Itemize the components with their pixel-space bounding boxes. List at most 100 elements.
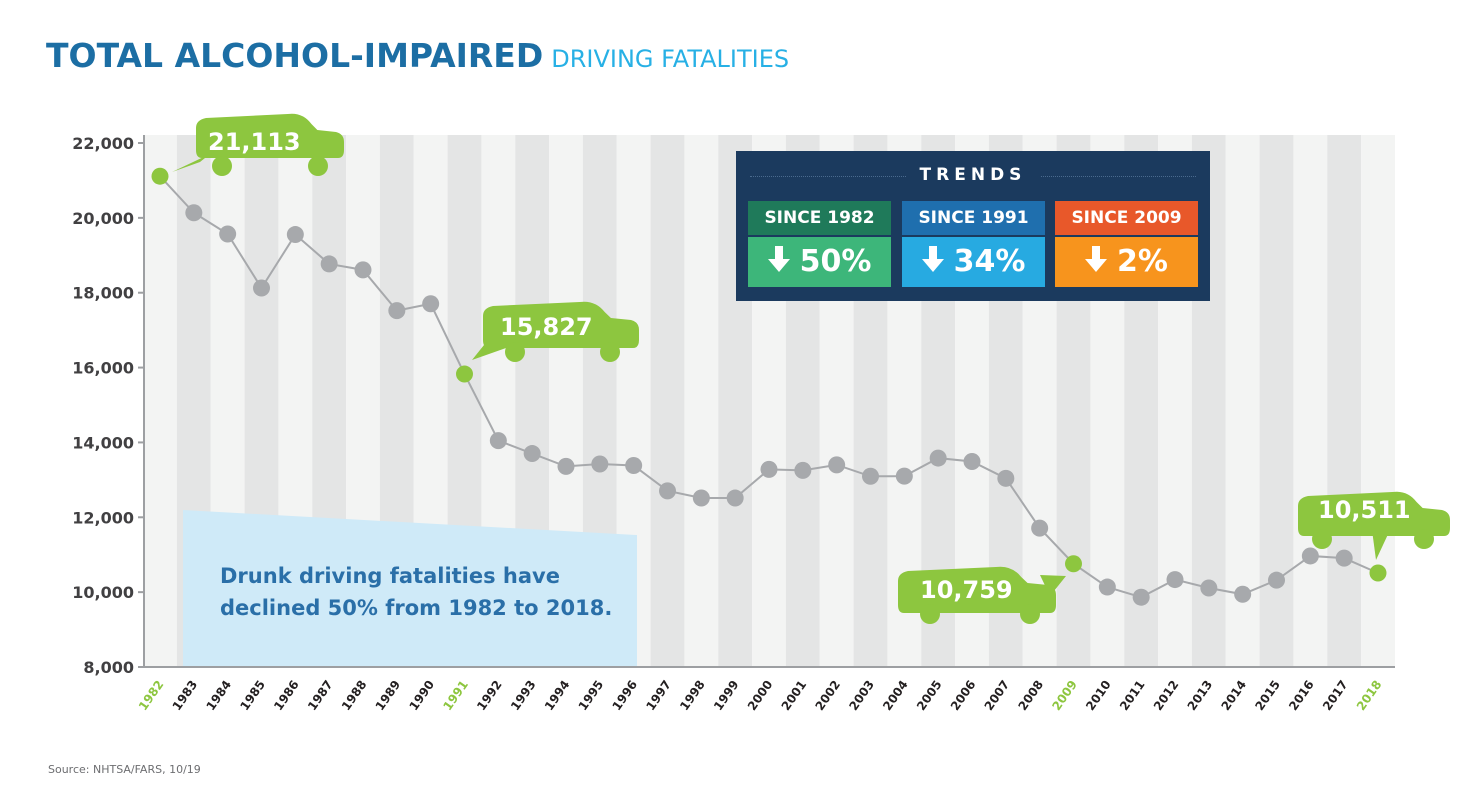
y-tick-label: 18,000 <box>72 284 134 303</box>
x-tick-label: 1983 <box>170 678 201 713</box>
car-icon <box>196 113 344 176</box>
x-tick-label: 1999 <box>711 678 742 713</box>
y-axis-ticks: 8,000 10,000 12,000 14,000 16,000 18,000 20,00… <box>72 134 144 677</box>
car-wheel <box>920 604 940 624</box>
callout-label: 15,827 <box>500 313 593 341</box>
data-point <box>1200 579 1218 597</box>
car-icon <box>898 566 1056 624</box>
x-tick-label: 2012 <box>1151 678 1182 713</box>
data-point <box>997 469 1015 487</box>
data-points <box>151 167 1387 606</box>
x-tick-label: 2006 <box>948 678 979 713</box>
x-tick-label: 1989 <box>373 678 404 713</box>
data-point <box>523 445 541 463</box>
y-tick-label: 22,000 <box>72 134 134 153</box>
note-panel <box>183 510 637 667</box>
data-point <box>151 167 169 185</box>
car-wheel <box>1312 529 1332 549</box>
year-stripe <box>1361 135 1395 667</box>
year-stripe <box>650 135 685 667</box>
year-stripe <box>1225 135 1260 667</box>
data-point <box>320 255 338 273</box>
x-tick-label: 2002 <box>812 678 843 713</box>
year-stripe <box>1327 135 1362 667</box>
car-wheel <box>308 156 328 176</box>
x-tick-label: 2017 <box>1320 678 1351 713</box>
x-tick-label: 1996 <box>609 678 640 713</box>
callout-2009: 10,759 <box>898 566 1066 624</box>
data-point <box>1098 578 1116 596</box>
year-stripe <box>684 135 719 667</box>
trend-label: SINCE 1991 <box>902 201 1045 235</box>
trend-value-box: 2% <box>1055 237 1198 287</box>
x-tick-label: 1995 <box>576 678 607 713</box>
title-sub: DRIVING FATALITIES <box>551 45 790 73</box>
x-tick-label: 1987 <box>305 678 336 713</box>
callout-label: 10,511 <box>1318 496 1411 524</box>
x-tick-label: 2016 <box>1286 678 1317 713</box>
car-body <box>483 301 639 348</box>
note-text: Drunk driving fatalities have declined 5… <box>220 560 612 624</box>
data-point <box>1335 549 1353 567</box>
data-point <box>354 261 372 279</box>
data-point <box>1234 585 1252 603</box>
x-axis-ticks: 1982 1983 1984 1985 1986 1987 1988 1989 1990 1991… <box>136 678 1385 713</box>
data-point <box>692 489 710 507</box>
x-tick-label: 2008 <box>1015 678 1046 713</box>
data-point <box>388 302 406 320</box>
car-body <box>196 113 344 158</box>
trend-since-1991: SINCE 1991 34% <box>902 201 1045 287</box>
x-tick-label: 2007 <box>982 678 1013 713</box>
data-point <box>895 467 913 485</box>
down-arrow-icon <box>767 238 790 288</box>
trend-value-box: 50% <box>748 237 891 287</box>
x-tick-label: 1993 <box>508 678 539 713</box>
data-point <box>1132 588 1150 606</box>
data-point <box>1369 564 1387 582</box>
car-icon <box>483 301 639 362</box>
trend-value: 50% <box>799 244 872 279</box>
data-point <box>456 365 473 383</box>
car-wheel <box>212 156 232 176</box>
trend-value-box: 34% <box>902 237 1045 287</box>
x-tick-label: 1991 <box>440 678 471 713</box>
car-icon <box>1298 491 1450 549</box>
down-arrow-icon <box>921 238 944 288</box>
data-point <box>591 455 609 473</box>
trend-value: 34% <box>953 244 1026 279</box>
callout-1991: 15,827 <box>472 301 639 362</box>
x-tick-label: 2015 <box>1252 678 1283 713</box>
year-stripe <box>144 135 177 667</box>
x-tick-label: 1992 <box>474 678 505 713</box>
x-tick-label: 2001 <box>779 678 810 713</box>
x-tick-label: 2013 <box>1185 678 1216 713</box>
data-point <box>489 432 507 450</box>
car-wheel <box>600 342 620 362</box>
data-point <box>1065 555 1082 573</box>
car-wheel <box>1414 529 1434 549</box>
trend-since-2009: SINCE 2009 2% <box>1055 201 1198 287</box>
data-point <box>1268 571 1285 589</box>
car-body <box>1298 491 1450 536</box>
x-tick-label: 1988 <box>339 678 370 713</box>
x-tick-label: 2005 <box>914 678 945 713</box>
callout-label: 21,113 <box>208 128 301 156</box>
trends-panel: TRENDS SINCE 1982 50% SINCE 1991 34% SIN… <box>736 151 1210 301</box>
x-tick-label: 1986 <box>271 678 302 713</box>
source-note: Source: NHTSA/FARS, 10/19 <box>48 763 201 776</box>
x-tick-label: 2014 <box>1218 678 1249 713</box>
y-tick-label: 20,000 <box>72 209 134 228</box>
data-point <box>929 449 947 467</box>
y-tick-label: 8,000 <box>83 658 134 677</box>
callout-1982: 21,113 <box>172 113 344 176</box>
note-line-1: Drunk driving fatalities have <box>220 564 560 588</box>
callout-2018: 10,511 <box>1298 491 1450 560</box>
x-tick-label: 2010 <box>1083 678 1114 713</box>
callouts: 21,113 15,827 10,759 10,511 <box>172 113 1450 624</box>
data-point <box>219 225 237 243</box>
x-tick-label: 1998 <box>677 678 708 713</box>
trend-value: 2% <box>1117 244 1168 279</box>
data-point <box>794 461 812 479</box>
chart-title: TOTAL ALCOHOL-IMPAIRED DRIVING FATALITIES <box>46 36 789 75</box>
